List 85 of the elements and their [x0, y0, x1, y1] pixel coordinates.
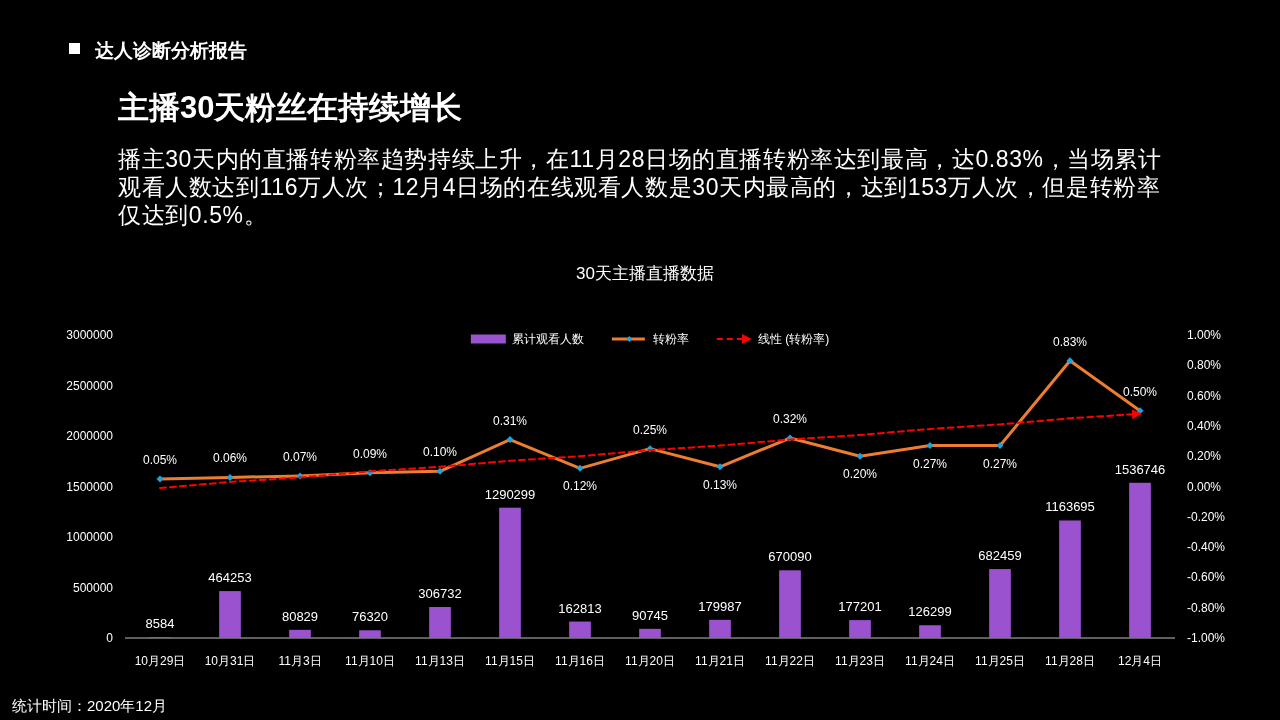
value-label: 1536746: [1114, 461, 1166, 477]
ytick: 2500000: [66, 378, 113, 393]
annotation: 达人诊断分析报告: [95, 40, 247, 61]
xtick: 10月29日: [134, 654, 186, 668]
xtick: 11月28日: [1045, 654, 1095, 668]
value-label: 1290299: [484, 486, 536, 502]
y2tick: 0.20%: [1187, 449, 1222, 464]
value-label: 8584: [145, 616, 175, 632]
title: 30天主播直播数据: [576, 264, 714, 283]
bar: [569, 621, 591, 638]
ytick: 3000000: [66, 328, 113, 342]
value-label: 306732: [418, 586, 462, 601]
value-label: 0.06%: [213, 451, 247, 466]
bar: [429, 607, 451, 638]
y2tick: -1.00%: [1187, 631, 1226, 645]
bar: [499, 507, 521, 638]
bar: [1129, 482, 1151, 638]
xtick: 11月3日: [278, 654, 322, 668]
y2tick: -0.40%: [1187, 540, 1226, 555]
value-label: 0.32%: [773, 412, 807, 426]
annotation: 播主30天内的直播转粉率趋势持续上升，在11月28日场的直播转粉率达到最高，达0.83%，当场累计观看人数达到116万人次；12月4日场的在线观看人数是30天内最高的，达到153万人次，但是转粉率仅达到0.5%。: [118, 145, 1162, 229]
value-label: 0.07%: [283, 449, 317, 464]
value-label: 0.09%: [353, 446, 387, 461]
xtick: 11月13日: [415, 654, 465, 668]
legend-label: 线性 (转粉率): [757, 332, 830, 346]
xtick: 11月21日: [695, 654, 745, 668]
xtick: 11月25日: [975, 654, 1025, 668]
xtick: 11月10日: [345, 654, 395, 668]
xtick: 11月15日: [485, 654, 535, 668]
bar: [359, 630, 381, 638]
bar: [1059, 520, 1081, 638]
value-label: 80829: [281, 608, 319, 624]
value-label: 1163695: [1045, 499, 1095, 515]
value-label: 0.31%: [493, 413, 527, 428]
ytick: 2000000: [66, 429, 113, 443]
value-label: 0.10%: [423, 445, 457, 460]
xtick: 12月4日: [1118, 654, 1162, 668]
value-label: 0.13%: [703, 477, 737, 492]
bar: [779, 570, 801, 638]
value-label: 0.05%: [143, 452, 177, 467]
value-label: 0.12%: [563, 479, 597, 494]
value-label: 0.50%: [1123, 384, 1157, 399]
value-label: 464253: [208, 570, 252, 586]
annotation: 统计时间：2020年12月: [12, 697, 168, 714]
legend-label: 累计观看人数: [511, 332, 584, 346]
xtick: 11月23日: [835, 654, 885, 668]
bar: [989, 569, 1011, 638]
value-label: 126299: [908, 604, 952, 620]
bar: [919, 625, 941, 638]
bar: [849, 620, 871, 638]
y2tick: 0.40%: [1187, 418, 1222, 433]
value-label: 0.27%: [983, 456, 1017, 471]
y2tick: 0.00%: [1187, 479, 1222, 494]
ytick: 500000: [72, 580, 113, 595]
legend-label: 转粉率: [652, 332, 689, 346]
xtick: 11月22日: [765, 654, 815, 668]
y2tick: 0.60%: [1187, 388, 1222, 403]
value-label: 179987: [698, 598, 742, 614]
y2tick: 0.80%: [1187, 358, 1222, 373]
value-label: 177201: [838, 599, 882, 615]
y2tick: -0.80%: [1187, 600, 1226, 615]
ytick: 0: [106, 631, 113, 645]
value-label: 162813: [558, 600, 602, 616]
annotation: 主播30天粉丝在持续增长: [118, 90, 463, 125]
bar: [219, 591, 241, 638]
xtick: 11月24日: [905, 654, 955, 668]
value-label: 76320: [351, 609, 389, 625]
ytick: 1000000: [66, 530, 113, 544]
xtick: 10月31日: [204, 654, 256, 668]
bar: [639, 628, 661, 638]
value-label: 90745: [631, 607, 669, 623]
y2tick: -0.20%: [1187, 509, 1226, 524]
y2tick: -0.60%: [1187, 570, 1226, 585]
value-label: 0.27%: [913, 456, 947, 471]
bar: [709, 619, 731, 638]
ytick: 1500000: [66, 479, 113, 494]
xtick: 11月16日: [555, 654, 605, 668]
value-label: 0.20%: [843, 467, 877, 482]
value-label: 0.25%: [633, 422, 667, 437]
value-label: 670090: [768, 549, 812, 565]
y2tick: 1.00%: [1187, 328, 1222, 342]
bar: [289, 629, 311, 638]
value-label: 682459: [978, 548, 1022, 564]
xtick: 11月20日: [625, 654, 675, 668]
value-label: 0.83%: [1053, 334, 1087, 349]
